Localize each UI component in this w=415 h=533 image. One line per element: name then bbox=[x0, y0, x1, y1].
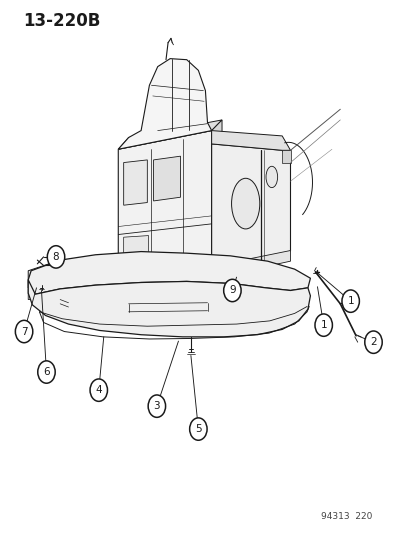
Circle shape bbox=[365, 331, 382, 353]
Circle shape bbox=[342, 290, 359, 312]
Polygon shape bbox=[118, 59, 212, 149]
Text: 4: 4 bbox=[95, 385, 102, 395]
Polygon shape bbox=[154, 156, 181, 201]
Polygon shape bbox=[28, 256, 118, 280]
Text: 5: 5 bbox=[195, 424, 202, 434]
Circle shape bbox=[15, 320, 33, 343]
Text: 2: 2 bbox=[370, 337, 377, 347]
Polygon shape bbox=[28, 252, 310, 294]
Polygon shape bbox=[212, 120, 222, 266]
Polygon shape bbox=[28, 251, 290, 300]
Circle shape bbox=[315, 314, 332, 336]
Text: 1: 1 bbox=[320, 320, 327, 330]
Text: 9: 9 bbox=[229, 286, 236, 295]
Polygon shape bbox=[124, 160, 147, 205]
Circle shape bbox=[38, 361, 55, 383]
Circle shape bbox=[47, 246, 65, 268]
Polygon shape bbox=[118, 120, 222, 149]
Circle shape bbox=[90, 379, 107, 401]
Text: 94313  220: 94313 220 bbox=[321, 512, 372, 521]
Ellipse shape bbox=[266, 166, 278, 188]
Polygon shape bbox=[28, 280, 310, 337]
Polygon shape bbox=[212, 144, 290, 266]
Polygon shape bbox=[118, 131, 212, 285]
Text: 7: 7 bbox=[21, 327, 27, 336]
Text: 13-220B: 13-220B bbox=[23, 12, 100, 30]
Text: 6: 6 bbox=[43, 367, 50, 377]
Text: 8: 8 bbox=[53, 252, 59, 262]
Text: 3: 3 bbox=[154, 401, 160, 411]
Circle shape bbox=[190, 418, 207, 440]
Circle shape bbox=[224, 279, 241, 302]
Polygon shape bbox=[282, 150, 290, 163]
Text: 1: 1 bbox=[347, 296, 354, 306]
Polygon shape bbox=[124, 236, 149, 263]
Circle shape bbox=[148, 395, 166, 417]
Ellipse shape bbox=[232, 178, 260, 229]
Polygon shape bbox=[212, 131, 290, 150]
